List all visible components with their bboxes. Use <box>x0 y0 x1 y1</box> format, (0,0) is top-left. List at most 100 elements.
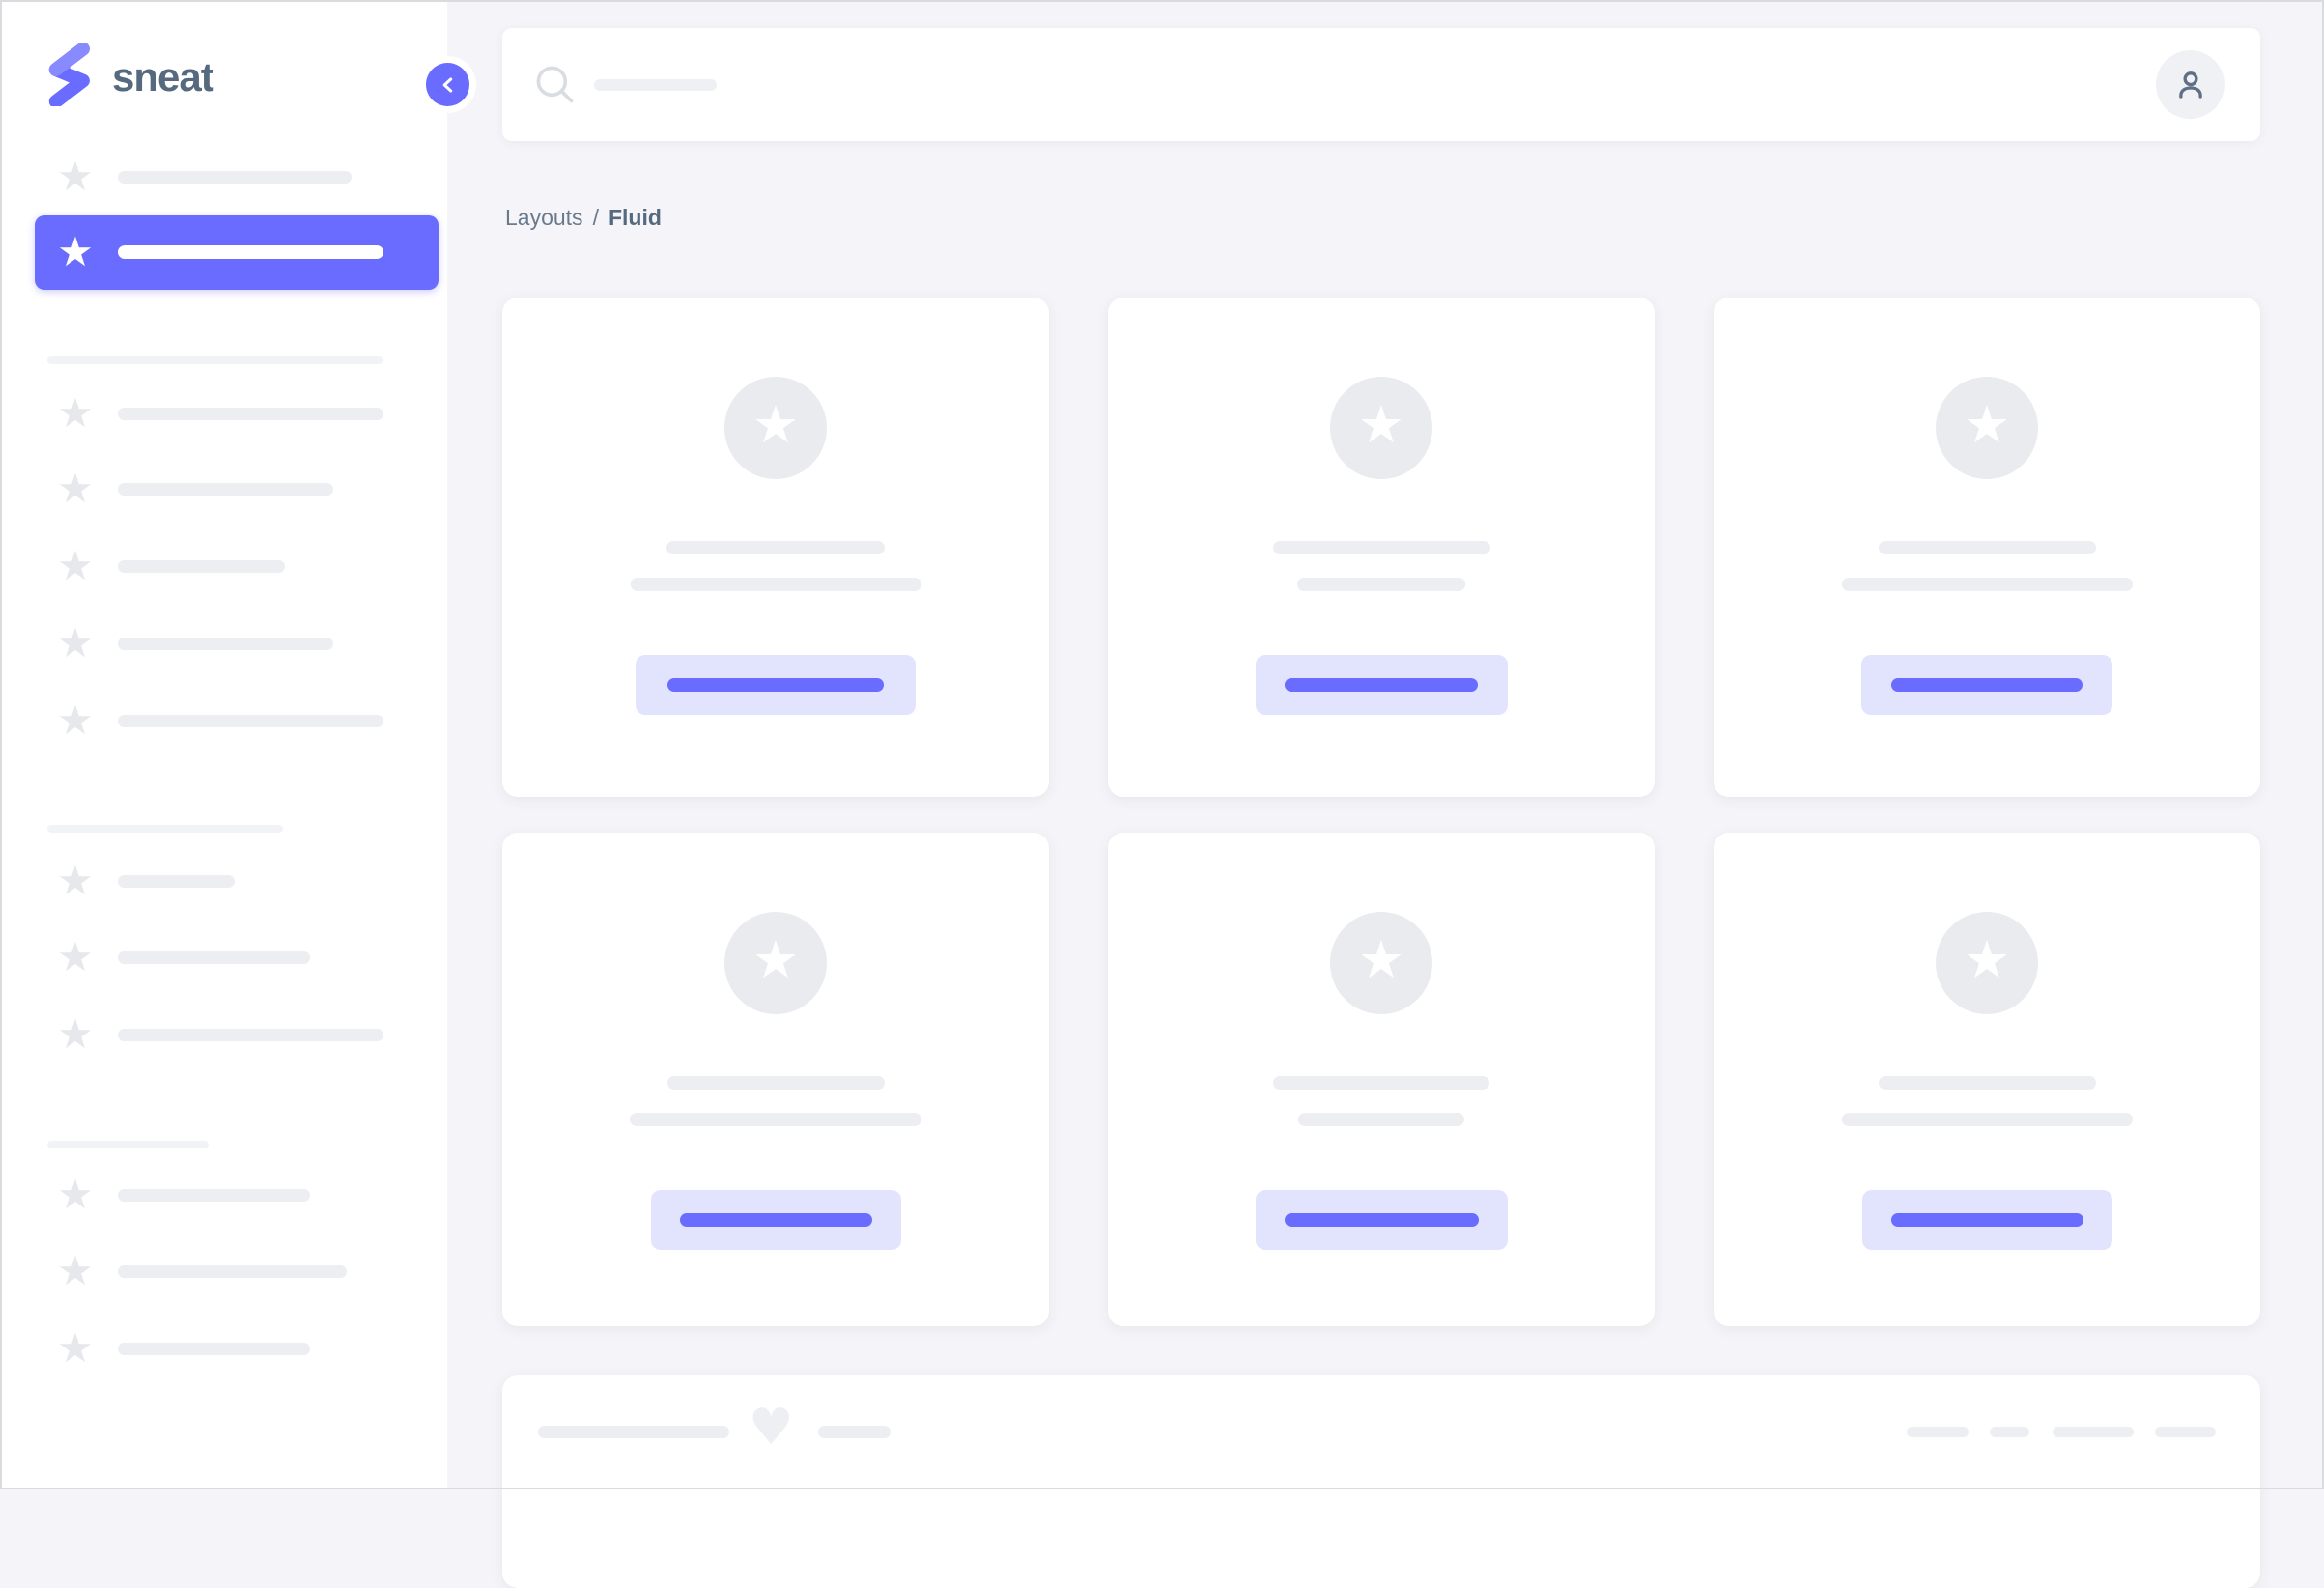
sidebar-divider <box>47 356 383 364</box>
sidebar-item-placeholder <box>118 1342 310 1355</box>
sidebar-item[interactable]: ★ <box>56 375 383 452</box>
bottom-right-bar <box>1907 1427 1969 1437</box>
user-icon <box>2172 67 2209 103</box>
star-icon: ★ <box>1357 394 1405 455</box>
button-label-placeholder <box>1890 1213 2083 1227</box>
placeholder-card: ★ <box>1714 298 2260 797</box>
text-placeholder-2 <box>1841 1113 2133 1126</box>
star-icon: ★ <box>57 1010 94 1058</box>
card-button[interactable] <box>1861 1190 2112 1250</box>
breadcrumb-current: Fluid <box>608 205 662 230</box>
text-placeholder-1 <box>666 1076 885 1090</box>
star-icon: ★ <box>57 933 94 980</box>
sidebar-item[interactable]: ★ <box>56 450 333 527</box>
sidebar-item-placeholder <box>118 559 285 573</box>
cards-grid: ★ ★ ★ ★ ★ ★ <box>502 298 2260 1326</box>
star-avatar: ★ <box>1330 377 1432 479</box>
bottom-right-bar <box>2155 1427 2216 1437</box>
text-placeholder-1 <box>666 541 885 554</box>
star-avatar: ★ <box>724 377 827 479</box>
button-label-placeholder <box>1284 1213 1479 1227</box>
sidebar-item-placeholder <box>118 950 310 964</box>
sidebar-item[interactable]: ★ <box>56 527 285 605</box>
breadcrumb-section[interactable]: Layouts <box>505 205 583 230</box>
button-label-placeholder <box>1891 678 2083 692</box>
sidebar-item-placeholder <box>118 637 333 650</box>
star-icon: ★ <box>57 228 94 275</box>
text-placeholder-1 <box>1273 1076 1489 1090</box>
sneat-logo-icon <box>44 42 93 111</box>
sidebar-item[interactable]: ★ <box>56 1156 310 1234</box>
card-button[interactable] <box>1861 655 2112 715</box>
sidebar-item[interactable]: ★ <box>56 138 352 215</box>
star-icon: ★ <box>1357 929 1405 990</box>
sidebar-item-placeholder <box>118 874 235 888</box>
sidebar-menu: ★ ★ ★ ★ ★ ★ ★ ★ ★ ★ ★ ★ ★ <box>0 0 447 1489</box>
star-icon: ★ <box>57 857 94 904</box>
brand-logo[interactable]: sneat <box>44 42 214 111</box>
sidebar-item[interactable]: ★ <box>56 605 333 682</box>
sidebar-item[interactable]: ★ <box>56 996 383 1073</box>
text-placeholder-1 <box>1878 541 2096 554</box>
sidebar-item[interactable]: ★ <box>56 919 310 996</box>
sidebar-item-placeholder <box>118 1188 310 1202</box>
text-placeholder-2 <box>1298 1113 1464 1126</box>
sidebar: sneat ★ ★ ★ ★ ★ ★ ★ ★ ★ ★ ★ ★ ★ <box>0 0 447 1489</box>
search-bar <box>502 28 2260 141</box>
heart-icon[interactable]: ♥ <box>749 1399 794 1457</box>
star-icon: ★ <box>57 465 94 512</box>
sidebar-item-placeholder <box>118 170 352 184</box>
sidebar-item-placeholder <box>118 245 383 259</box>
star-avatar: ★ <box>1936 912 2038 1014</box>
star-icon: ★ <box>57 1324 94 1372</box>
sidebar-item[interactable]: ★ <box>56 1310 310 1387</box>
app-window: { "window": { "background": "#f5f5f9", "… <box>0 0 2324 1489</box>
star-icon: ★ <box>57 696 94 744</box>
text-placeholder-1 <box>1272 541 1490 554</box>
sidebar-divider <box>47 1141 209 1148</box>
breadcrumb: Layouts / Fluid <box>505 205 662 231</box>
placeholder-card: ★ <box>502 298 1049 797</box>
card-button[interactable] <box>650 1190 901 1250</box>
star-icon: ★ <box>57 1171 94 1218</box>
sidebar-item-placeholder <box>118 714 383 727</box>
chevron-left-icon <box>426 63 469 106</box>
search-icon <box>534 64 577 106</box>
star-avatar: ★ <box>1330 912 1432 1014</box>
bottom-left-bar <box>538 1426 729 1438</box>
placeholder-card: ★ <box>1108 833 1655 1326</box>
bottom-card: ♥ <box>502 1375 2260 1588</box>
star-icon: ★ <box>57 542 94 589</box>
avatar-button[interactable] <box>2156 50 2225 119</box>
card-button[interactable] <box>1255 655 1508 715</box>
sidebar-item-placeholder <box>118 1028 383 1041</box>
bottom-left-bar <box>818 1426 891 1438</box>
star-icon: ★ <box>57 389 94 437</box>
search-input[interactable] <box>534 28 2156 141</box>
sidebar-item-active[interactable]: ★ <box>35 214 439 290</box>
button-label-placeholder <box>679 1213 872 1227</box>
sidebar-item-placeholder <box>118 1264 347 1278</box>
card-button[interactable] <box>1255 1190 1508 1250</box>
sidebar-item[interactable]: ★ <box>56 1233 347 1310</box>
placeholder-card: ★ <box>1714 833 2260 1326</box>
star-icon: ★ <box>57 153 94 200</box>
text-placeholder-2 <box>630 578 921 591</box>
breadcrumb-separator: / <box>592 205 599 230</box>
star-icon: ★ <box>1963 394 2011 455</box>
card-button[interactable] <box>636 655 916 715</box>
sidebar-collapse-button[interactable] <box>419 56 476 113</box>
brand-name: sneat <box>112 53 214 99</box>
star-icon: ★ <box>751 929 800 990</box>
placeholder-card: ★ <box>502 833 1049 1326</box>
sidebar-divider <box>47 825 283 833</box>
sidebar-item[interactable]: ★ <box>56 682 383 759</box>
bottom-right-bar <box>1990 1427 2029 1437</box>
star-icon: ★ <box>751 394 800 455</box>
star-icon: ★ <box>57 1247 94 1294</box>
bottom-right-bar <box>2053 1427 2134 1437</box>
sidebar-item[interactable]: ★ <box>56 842 235 920</box>
star-avatar: ★ <box>1936 377 2038 479</box>
star-icon: ★ <box>57 619 94 666</box>
text-placeholder-1 <box>1878 1076 2096 1090</box>
